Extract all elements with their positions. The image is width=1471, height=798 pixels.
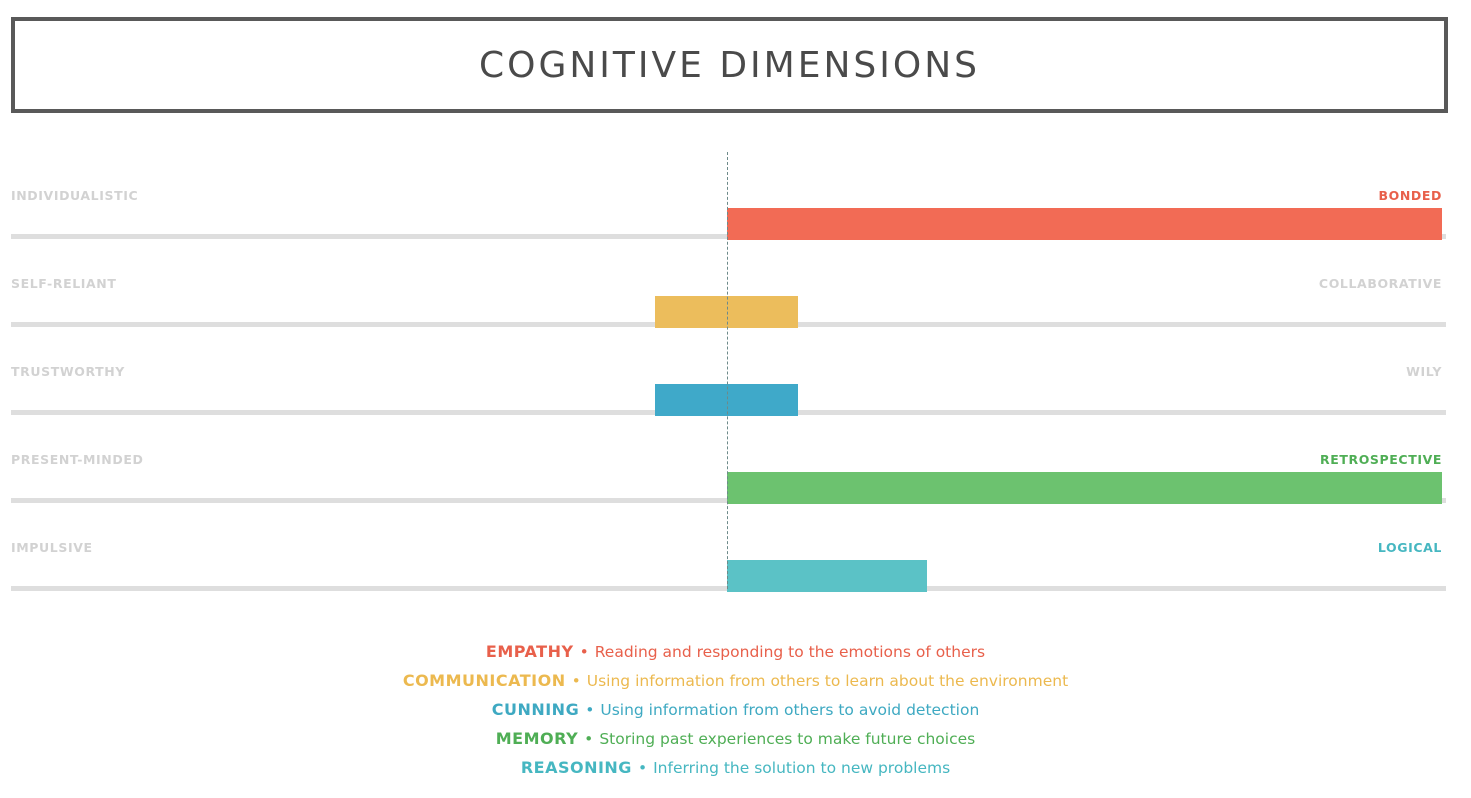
dimension-bar [655, 296, 799, 328]
chart-title: COGNITIVE DIMENSIONS [479, 44, 980, 86]
right-pole-label: LOGICAL [1377, 540, 1442, 555]
left-pole-label: INDIVIDUALISTIC [11, 188, 139, 203]
right-pole-label: RETROSPECTIVE [1319, 452, 1442, 467]
right-pole-label: WILY [1406, 364, 1442, 379]
legend-separator: • [585, 701, 595, 719]
legend-item-name: REASONING [520, 758, 632, 777]
legend-item: COMMUNICATION • Using information from oth… [0, 669, 1471, 698]
dimension-bar [727, 208, 1442, 240]
chart-area: INDIVIDUALISTIC BONDED SELF-RELIANT COLLABO… [11, 152, 1446, 592]
right-pole-label: COLLABORATIVE [1318, 276, 1442, 291]
legend-item-name: CUNNING [491, 700, 580, 719]
legend-item-description: Using information from others to learn a… [586, 672, 1069, 690]
legend-separator: • [571, 672, 581, 690]
left-pole-label: SELF-RELIANT [11, 276, 117, 291]
dimension-bar [655, 384, 799, 416]
legend-item-description: Reading and responding to the emotions o… [594, 643, 986, 661]
title-box: COGNITIVE DIMENSIONS [11, 17, 1448, 113]
legend-item-name: COMMUNICATION [402, 671, 566, 690]
right-pole-label: BONDED [1378, 188, 1442, 203]
legend-item: REASONING • Inferring the solution to new … [0, 756, 1471, 785]
left-pole-label: IMPULSIVE [11, 540, 93, 555]
legend-item-name: MEMORY [495, 729, 579, 748]
legend-item: EMPATHY • Reading and responding to the em… [0, 640, 1471, 669]
left-pole-label: PRESENT-MINDED [11, 452, 144, 467]
legend: EMPATHY • Reading and responding to the em… [0, 640, 1471, 785]
legend-separator: • [584, 730, 594, 748]
legend-separator: • [637, 759, 648, 777]
legend-item-description: Using information from others to avoid d… [600, 701, 980, 719]
left-pole-label: TRUSTWORTHY [11, 364, 125, 379]
legend-item-name: EMPATHY [485, 642, 574, 661]
legend-item-description: Storing past experiences to make future … [599, 730, 976, 748]
legend-item: MEMORY • Storing past experiences to make … [0, 727, 1471, 756]
legend-item: CUNNING • Using information from others to… [0, 698, 1471, 727]
dimension-bar [727, 560, 928, 592]
legend-separator: • [579, 643, 589, 661]
dimension-bar [727, 472, 1442, 504]
legend-item-description: Inferring the solution to new problems [653, 759, 951, 777]
center-line [727, 152, 728, 589]
